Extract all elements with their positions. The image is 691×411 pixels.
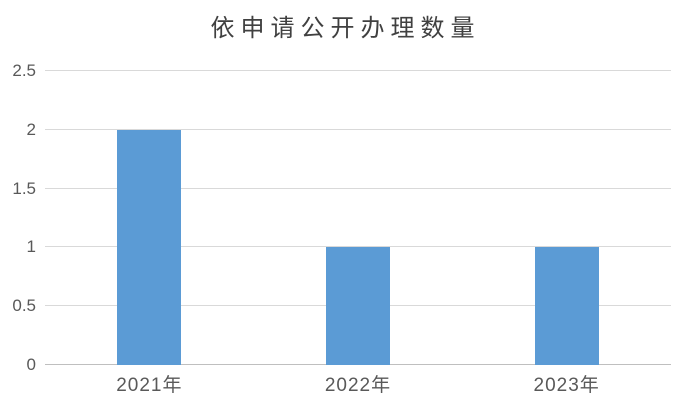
chart-title: 依申请公开办理数量 <box>210 16 481 42</box>
y-gridline <box>45 246 671 248</box>
y-tick-label: 2 <box>26 119 36 139</box>
bar-2021年[interactable] <box>117 129 182 365</box>
x-axis-label: 2023年 <box>533 375 600 396</box>
x-axis-label: 2022年 <box>324 375 392 396</box>
x-axis-label: 2021年 <box>116 375 183 396</box>
y-tick-label: 0.5 <box>12 296 36 316</box>
bar-2022年[interactable] <box>326 247 390 365</box>
y-gridline <box>45 128 671 130</box>
bar-2023年[interactable] <box>534 247 599 365</box>
y-tick-label: 1 <box>26 237 36 257</box>
y-gridline <box>45 187 671 189</box>
y-tick-label: 2.5 <box>12 61 36 80</box>
y-tick-label: 0 <box>26 355 36 374</box>
y-gridline <box>45 70 671 71</box>
y-tick-label: 1.5 <box>12 178 36 198</box>
